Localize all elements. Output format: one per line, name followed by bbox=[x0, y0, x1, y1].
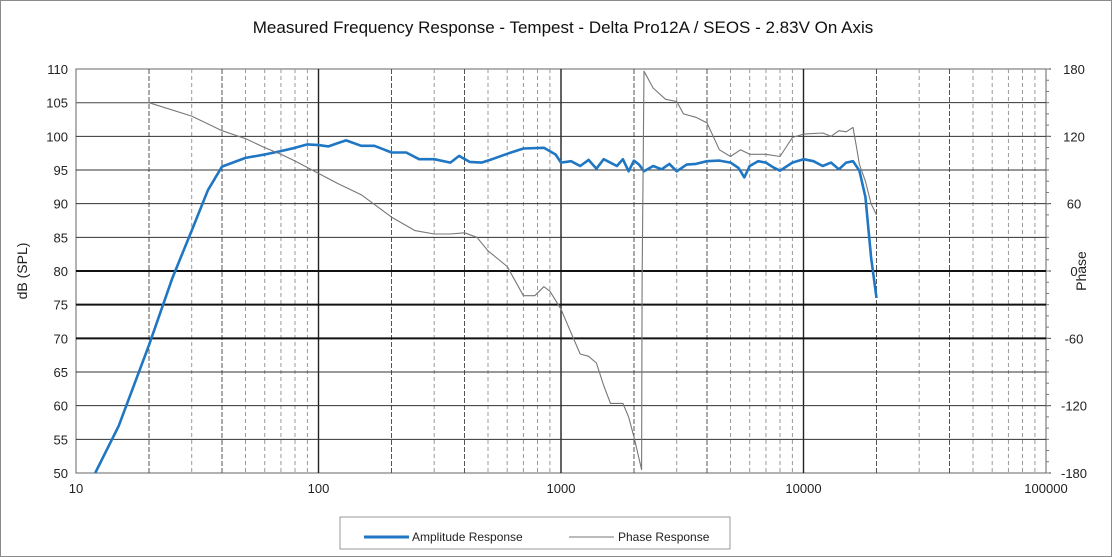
x-tick-label: 10000 bbox=[785, 481, 821, 496]
series-layer bbox=[76, 70, 878, 474]
y2-tick-label: -120 bbox=[1061, 399, 1087, 414]
legend: Amplitude Response Phase Response bbox=[339, 516, 731, 550]
y2-tick-label: 180 bbox=[1063, 62, 1085, 77]
y-tick-label: 105 bbox=[46, 96, 68, 111]
chart-title: Measured Frequency Response - Tempest - … bbox=[253, 18, 873, 37]
y2-tick-label: 0 bbox=[1070, 264, 1077, 279]
y-axis-label: dB (SPL) bbox=[14, 243, 30, 300]
y-tick-label: 95 bbox=[54, 163, 68, 178]
y2-tick-label: -60 bbox=[1065, 331, 1084, 346]
legend-label-amplitude: Amplitude Response bbox=[412, 530, 523, 544]
legend-box bbox=[339, 516, 731, 550]
y-tick-label: 110 bbox=[47, 62, 68, 77]
y-tick-label: 50 bbox=[54, 466, 68, 481]
y-tick-label: 85 bbox=[54, 230, 68, 245]
legend-label-phase: Phase Response bbox=[618, 530, 710, 544]
y-tick-label: 55 bbox=[54, 432, 68, 447]
y-tick-label: 60 bbox=[54, 399, 68, 414]
y-tick-label: 90 bbox=[54, 197, 68, 212]
y2-tick-label: 120 bbox=[1063, 129, 1085, 144]
x-tick-label: 100 bbox=[308, 481, 330, 496]
x-tick-label: 1000 bbox=[547, 481, 576, 496]
y-tick-label: 75 bbox=[54, 298, 68, 313]
y2-tick-label: -180 bbox=[1061, 466, 1087, 481]
y2-tick-label: 60 bbox=[1067, 197, 1081, 212]
y-tick-label: 80 bbox=[54, 264, 68, 279]
x-tick-label: 100000 bbox=[1024, 481, 1067, 496]
y-tick-label: 70 bbox=[54, 331, 68, 346]
y-tick-label: 65 bbox=[54, 365, 68, 380]
x-tick-label: 10 bbox=[69, 481, 83, 496]
y-tick-label: 100 bbox=[46, 129, 68, 144]
y2-axis-label: Phase bbox=[1073, 251, 1089, 291]
phase-response-line bbox=[76, 70, 877, 471]
grid-layer bbox=[76, 69, 1046, 473]
amplitude-response-line bbox=[94, 139, 878, 474]
tick-labels: 50556065707580859095100105110-180-120-60… bbox=[46, 62, 1087, 496]
